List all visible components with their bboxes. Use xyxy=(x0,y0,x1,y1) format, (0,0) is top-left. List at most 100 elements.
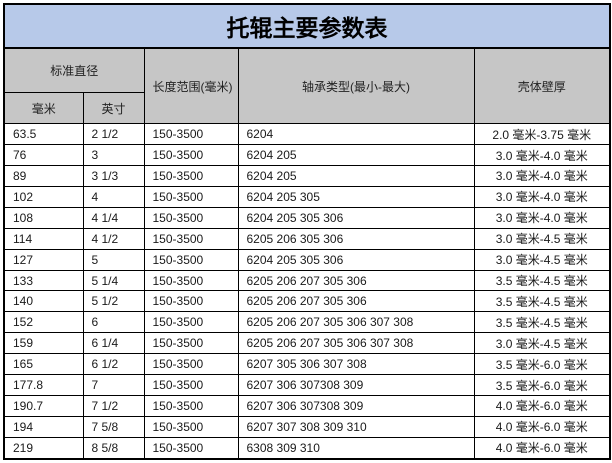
cell-thickness: 3.5 毫米-4.5 毫米 xyxy=(473,290,611,313)
cell-inch: 4 xyxy=(82,185,145,208)
cell-mm: 89 xyxy=(3,165,84,187)
cell-inch: 6 1/2 xyxy=(82,353,145,376)
cell-bearing: 6204 205 305 306 xyxy=(237,206,475,229)
cell-length: 150-3500 xyxy=(143,290,239,313)
cell-inch: 4 1/2 xyxy=(82,227,145,250)
cell-mm: 102 xyxy=(3,185,84,208)
cell-inch: 7 xyxy=(82,374,145,396)
table-row: 140 5 1/2 150-3500 6205 206 207 305 306 3.5 … xyxy=(3,290,611,313)
table-row: 219 8 5/8 150-3500 6308 309 310 4.0 毫米-6.0 毫… xyxy=(3,436,611,460)
cell-length: 150-3500 xyxy=(143,332,239,355)
table-row: 152 6 150-3500 6205 206 207 305 306 307 308… xyxy=(3,311,611,334)
cell-mm: 194 xyxy=(3,415,84,438)
table-row: 133 5 1/4 150-3500 6205 206 207 305 306 3.5 … xyxy=(3,269,611,292)
cell-mm: 177.8 xyxy=(3,374,84,396)
table-row: 89 3 1/3 150-3500 6204 205 3.0 毫米-4.0 毫米 xyxy=(3,165,611,187)
cell-mm: 76 xyxy=(3,144,84,167)
cell-thickness: 3.5 毫米-4.5 毫米 xyxy=(473,311,611,334)
cell-inch: 3 xyxy=(82,144,145,167)
cell-inch: 4 1/4 xyxy=(82,206,145,229)
cell-inch: 5 1/4 xyxy=(82,269,145,292)
cell-bearing: 6204 205 305 xyxy=(237,185,475,208)
header-row-2: 毫米 英寸 xyxy=(3,91,610,125)
cell-length: 150-3500 xyxy=(143,415,239,438)
cell-mm: 108 xyxy=(3,206,84,229)
cell-bearing: 6207 306 307308 309 xyxy=(237,374,475,396)
cell-inch: 7 1/2 xyxy=(82,394,145,417)
cell-mm: 152 xyxy=(3,311,84,334)
cell-thickness: 4.0 毫米-6.0 毫米 xyxy=(473,394,611,417)
cell-mm: 219 xyxy=(3,436,84,460)
cell-bearing: 6308 309 310 xyxy=(237,436,475,460)
cell-bearing: 6205 206 305 306 xyxy=(237,227,475,250)
cell-mm: 159 xyxy=(3,332,84,355)
cell-length: 150-3500 xyxy=(143,353,239,376)
cell-length: 150-3500 xyxy=(143,248,239,271)
cell-bearing: 6205 206 207 305 306 307 308 xyxy=(237,311,475,334)
table-row: 102 4 150-3500 6204 205 305 3.0 毫米-4.0 毫米 xyxy=(3,185,611,208)
cell-length: 150-3500 xyxy=(143,436,239,460)
table-row: 108 4 1/4 150-3500 6204 205 305 306 3.0 毫米-4… xyxy=(3,206,611,229)
cell-thickness: 3.0 毫米-4.0 毫米 xyxy=(473,165,611,187)
header-mm: 毫米 xyxy=(3,91,84,125)
table-row: 127 5 150-3500 6204 205 305 306 3.0 毫米-4.5 毫… xyxy=(3,248,611,271)
cell-inch: 5 1/2 xyxy=(82,290,145,313)
cell-length: 150-3500 xyxy=(143,374,239,396)
cell-bearing: 6207 305 306 307 308 xyxy=(237,353,475,376)
table-row: 159 6 1/4 150-3500 6205 206 207 305 306 307… xyxy=(3,332,611,355)
cell-length: 150-3500 xyxy=(143,394,239,417)
cell-bearing: 6205 206 207 305 306 xyxy=(237,290,475,313)
cell-thickness: 3.0 毫米-4.0 毫米 xyxy=(473,206,611,229)
cell-bearing: 6204 xyxy=(237,123,475,146)
header-length-range: 长度范围(毫米) xyxy=(143,47,239,125)
cell-mm: 114 xyxy=(3,227,84,250)
cell-bearing: 6205 206 207 305 306 307 308 xyxy=(237,332,475,355)
header-bearing-type: 轴承类型(最小-最大) xyxy=(237,47,475,125)
cell-thickness: 3.0 毫米-4.5 毫米 xyxy=(473,248,611,271)
cell-inch: 8 5/8 xyxy=(82,436,145,460)
cell-length: 150-3500 xyxy=(143,206,239,229)
table-title-row: 托辊主要参数表 xyxy=(2,2,612,50)
cell-length: 150-3500 xyxy=(143,165,239,187)
cell-bearing: 6207 307 308 309 310 xyxy=(237,415,475,438)
cell-bearing: 6204 205 xyxy=(237,144,475,167)
cell-bearing: 6207 306 307308 309 xyxy=(237,394,475,417)
cell-inch: 7 5/8 xyxy=(82,415,145,438)
cell-mm: 127 xyxy=(3,248,84,271)
cell-length: 150-3500 xyxy=(143,311,239,334)
cell-inch: 3 1/3 xyxy=(82,165,145,187)
cell-mm: 133 xyxy=(3,269,84,292)
cell-inch: 6 1/4 xyxy=(82,332,145,355)
cell-length: 150-3500 xyxy=(143,123,239,146)
header-standard-diameter: 标准直径 xyxy=(3,47,145,93)
table-row: 63.5 2 1/2 150-3500 6204 2.0 毫米-3.75 毫米 xyxy=(3,123,611,146)
table-title: 托辊主要参数表 xyxy=(2,2,612,50)
table-row: 190.7 7 1/2 150-3500 6207 306 307308 309 4.0… xyxy=(3,394,611,417)
cell-thickness: 3.5 毫米-4.5 毫米 xyxy=(473,269,611,292)
cell-thickness: 4.0 毫米-6.0 毫米 xyxy=(473,415,611,438)
cell-inch: 2 1/2 xyxy=(82,123,145,146)
table-row: 177.8 7 150-3500 6207 306 307308 309 3.5 毫米-… xyxy=(3,374,611,396)
cell-thickness: 3.0 毫米-4.0 毫米 xyxy=(473,144,611,167)
cell-length: 150-3500 xyxy=(143,269,239,292)
cell-mm: 63.5 xyxy=(3,123,84,146)
cell-thickness: 3.5 毫米-6.0 毫米 xyxy=(473,374,611,396)
header-row-1: 标准直径 长度范围(毫米) 轴承类型(最小-最大) 壳体壁厚 xyxy=(3,47,611,125)
cell-length: 150-3500 xyxy=(143,144,239,167)
table-row: 165 6 1/2 150-3500 6207 305 306 307 308 3.5 … xyxy=(3,353,611,376)
cell-thickness: 2.0 毫米-3.75 毫米 xyxy=(473,123,611,146)
table-body: 63.5 2 1/2 150-3500 6204 2.0 毫米-3.75 毫米 76 3 15… xyxy=(3,123,611,460)
header-inch: 英寸 xyxy=(82,91,145,125)
cell-thickness: 4.0 毫米-6.0 毫米 xyxy=(473,436,611,460)
cell-thickness: 3.0 毫米-4.0 毫米 xyxy=(473,185,611,208)
cell-mm: 140 xyxy=(3,290,84,313)
header-shell-thickness: 壳体壁厚 xyxy=(473,47,611,125)
cell-inch: 6 xyxy=(82,311,145,334)
cell-length: 150-3500 xyxy=(143,185,239,208)
cell-thickness: 3.0 毫米-4.5 毫米 xyxy=(473,332,611,355)
cell-bearing: 6204 205 xyxy=(237,165,475,187)
cell-mm: 190.7 xyxy=(3,394,84,417)
cell-thickness: 3.5 毫米-6.0 毫米 xyxy=(473,353,611,376)
